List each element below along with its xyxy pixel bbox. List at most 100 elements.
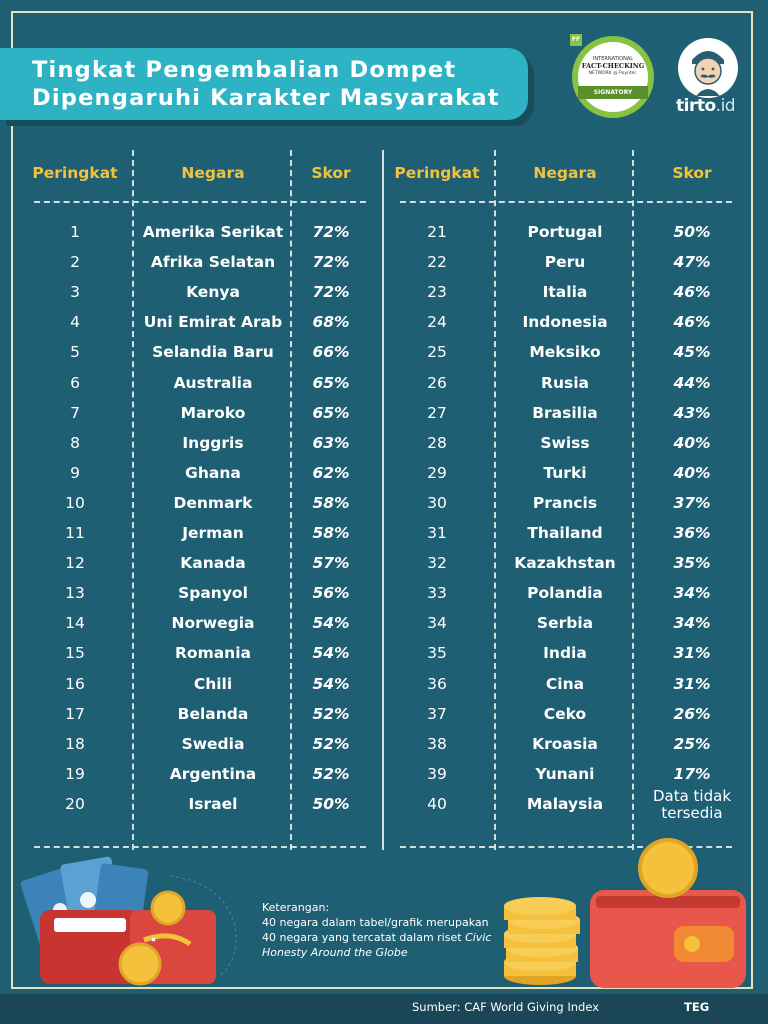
table-cell-country: Brasilia [532, 403, 598, 422]
table-cell-score: 52% [312, 704, 350, 723]
note-label: Keterangan: [262, 901, 330, 914]
table-cell-rank: 14 [65, 614, 85, 633]
table-cell-score: 31% [673, 674, 711, 693]
table-cell-rank: 13 [65, 584, 85, 603]
table-cell-score: 35% [673, 554, 711, 573]
table-cell-score: 65% [312, 373, 350, 392]
badge-line-3: NETWORK @ Poynter. [588, 71, 638, 76]
table-cell-score: 56% [312, 584, 350, 603]
column-divider [494, 150, 496, 850]
table-cell-country: Kazakhstan [514, 554, 616, 573]
table-cell-score: 26% [673, 704, 711, 723]
table-cell-country: Maroko [180, 403, 246, 422]
table-cell-score: 62% [312, 463, 350, 482]
table-cell-country: Israel [188, 794, 238, 813]
table-cell-score: 50% [312, 794, 350, 813]
table-cell-rank: 39 [427, 764, 447, 783]
table-cell-score: 40% [673, 433, 711, 452]
table-cell-score: 34% [673, 614, 711, 633]
badge-inner: INTERNATIONAL FACT-CHECKING NETWORK @ Po… [578, 42, 648, 112]
table-cell-country: Serbia [536, 614, 594, 633]
table-cell-country: Ghana [185, 463, 241, 482]
table-cell-score: 31% [673, 644, 711, 663]
table-cell-country: Inggris [182, 433, 244, 452]
title-banner: Tingkat Pengembalian Dompet Dipengaruhi … [0, 48, 528, 120]
table-cell-country: Polandia [527, 584, 603, 603]
table-cell-rank: 27 [427, 403, 447, 422]
fact-checking-badge-icon: INTERNATIONAL FACT-CHECKING NETWORK @ Po… [570, 34, 654, 118]
table-cell-rank: 15 [65, 644, 85, 663]
table-cell-country: Romania [174, 644, 251, 663]
table-cell-score: 63% [312, 433, 350, 452]
table-cell-country: Italia [542, 283, 588, 302]
table-cell-country: Portugal [527, 223, 603, 241]
table-cell-rank: 7 [70, 403, 80, 422]
table-cell-rank: 24 [427, 313, 447, 332]
table-cell-country: Argentina [169, 764, 257, 783]
table-cell-rank: 18 [65, 734, 85, 753]
table-cell-country: Turki [543, 463, 587, 482]
table-cell-rank: 30 [427, 493, 447, 512]
table-cell-country: Indonesia [522, 313, 608, 332]
table-cell-score: 50% [673, 223, 711, 241]
footer-rule-right [400, 846, 732, 848]
table-cell-score: 34% [673, 584, 711, 603]
table-cell-rank: 1 [70, 223, 80, 241]
table-cell-score: 46% [673, 313, 711, 332]
table-cell-rank: 17 [65, 704, 85, 723]
table-cell-score: 43% [673, 403, 711, 422]
table-cell-score: 52% [312, 764, 350, 783]
title-line-1: Tingkat Pengembalian Dompet [32, 57, 457, 83]
table-cell-score: 58% [312, 493, 350, 512]
table-cell-rank: 36 [427, 674, 447, 693]
column-divider [132, 150, 134, 850]
header-rank-right: Peringkat [394, 164, 480, 182]
table-cell-score: 72% [312, 283, 350, 302]
column-divider [632, 150, 634, 850]
table-cell-score: 54% [312, 674, 350, 693]
logo-name: tirto [676, 96, 716, 116]
table-cell-country: Yunani [535, 764, 595, 783]
table-cell-score: 45% [673, 343, 711, 362]
table-cell-score: 40% [673, 463, 711, 482]
table-cell-rank: 29 [427, 463, 447, 482]
table-cell-score: 72% [312, 253, 350, 272]
table-cell-rank: 3 [70, 283, 80, 302]
table-cell-country: Kroasia [532, 734, 598, 753]
table-cell-country: Uni Emirat Arab [143, 313, 283, 332]
note-italic: Civic Honesty Around the Globe [262, 931, 492, 959]
table-cell-score: 72% [312, 223, 350, 241]
table-cell-score: 57% [312, 554, 350, 573]
title-line-2: Dipengaruhi Karakter Masyarakat [32, 85, 500, 111]
table-cell-country: Cina [545, 674, 585, 693]
table-cell-country: Denmark [173, 493, 253, 512]
header-rule-right [400, 201, 732, 203]
table-cell-rank: 19 [65, 764, 85, 783]
badge-corner: FF [570, 34, 582, 46]
table-cell-score: 17% [673, 764, 711, 783]
credit-text: TEG [684, 1000, 710, 1014]
table-cell-score: 54% [312, 644, 350, 663]
table-cell-country: Chili [193, 674, 233, 693]
table-cell-rank: 10 [65, 493, 85, 512]
table-cell-score: 66% [312, 343, 350, 362]
table-cell-country: Rusia [541, 373, 589, 392]
note-line-2: 40 negara yang tercatat dalam riset [262, 931, 462, 944]
note-line-1: 40 negara dalam tabel/grafik merupakan [262, 916, 489, 929]
column-divider [290, 150, 292, 850]
header-country-right: Negara [533, 164, 597, 182]
page-title: Tingkat Pengembalian Dompet Dipengaruhi … [32, 56, 500, 112]
tirto-logo: tirto.id [676, 96, 736, 116]
logo-suffix: id [720, 96, 736, 116]
table-cell-score: 54% [312, 614, 350, 633]
footer-rule-left [34, 846, 366, 848]
table-cell-rank: 32 [427, 554, 447, 573]
table-cell-score: 47% [673, 253, 711, 272]
table-cell-score: 25% [673, 734, 711, 753]
source-text: Sumber: CAF World Giving Index [412, 1000, 600, 1014]
table-cell-country: Meksiko [529, 343, 601, 362]
table-cell-score: 65% [312, 403, 350, 422]
header-country-left: Negara [181, 164, 245, 182]
table-cell-rank: 16 [65, 674, 85, 693]
